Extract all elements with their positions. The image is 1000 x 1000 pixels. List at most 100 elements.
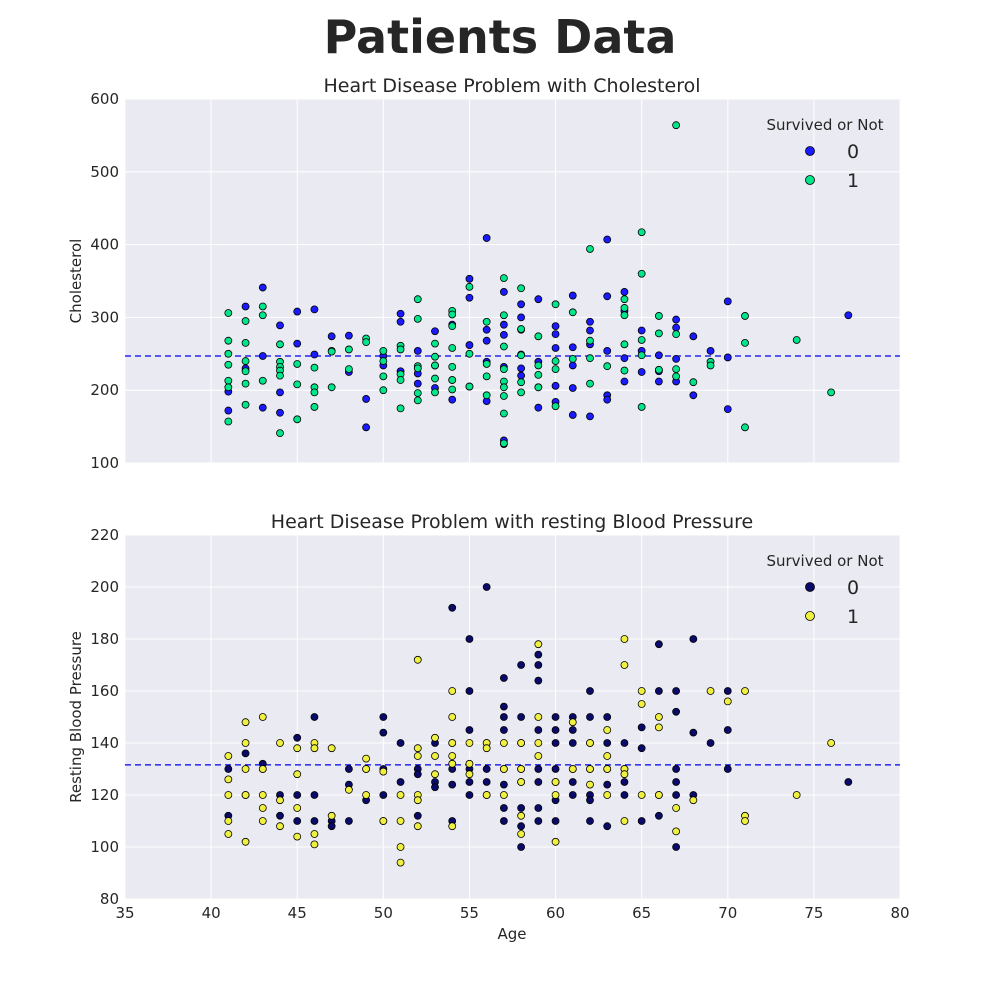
data-point [568,765,577,773]
data-point [431,733,439,742]
data-point [672,372,681,381]
data-point [499,311,508,320]
data-point [672,778,681,786]
data-point [689,635,698,643]
data-point [603,346,612,355]
data-point [448,603,457,612]
data-point [654,811,663,820]
data-point [448,780,457,789]
data-point [637,700,646,708]
chart-title: Heart Disease Problem with resting Blood… [271,511,753,533]
x-tick-label: 50 [374,904,393,922]
data-point [448,759,457,768]
data-point [637,228,646,237]
data-point [534,713,543,721]
grid-lines [124,534,901,900]
data-point [482,336,491,345]
data-point [517,300,526,309]
data-point [586,379,594,388]
data-point [310,363,319,372]
data-point [224,775,233,784]
data-point [534,778,543,786]
data-point [362,765,371,773]
data-point [654,312,663,320]
data-point [344,365,353,373]
data-point [551,791,560,799]
data-point [620,304,629,312]
data-point [586,354,594,363]
legend-title: Survived or Not [766,116,883,134]
data-point [672,330,681,339]
data-point [448,322,457,331]
y-tick-label: 160 [90,682,119,700]
data-point [379,713,388,721]
data-point [534,650,543,659]
data-point [672,765,681,773]
data-point [224,383,233,392]
data-point [499,702,508,711]
y-tick-label: 100 [90,838,119,856]
data-point [224,830,233,838]
data-point [413,396,422,405]
data-point [792,791,801,799]
data-point [672,687,681,695]
data-point [465,687,474,695]
data-point [431,361,439,370]
data-point [448,376,457,384]
legend-marker [805,611,815,621]
data-point [448,739,457,747]
data-point [344,817,353,825]
data-point [241,317,250,325]
data-point [293,744,302,753]
data-point [568,411,577,419]
data-point [499,365,508,373]
data-point [672,827,681,836]
data-point [706,346,715,355]
data-point [499,274,508,282]
x-tick-label: 65 [632,904,651,922]
data-point [603,752,612,760]
data-point [379,357,388,365]
data-point [517,778,526,786]
y-tick-label: 220 [90,526,119,544]
data-point [637,403,646,411]
data-point [448,395,457,404]
data-point [551,330,560,339]
data-point [499,409,508,418]
data-point [706,361,715,370]
y-tick-label: 400 [90,236,119,254]
data-point [499,342,508,351]
data-point [517,843,526,851]
data-point [741,312,749,320]
figure-title: Patients Data [323,10,677,64]
data-point [448,385,457,394]
data-point [534,383,543,392]
data-point [499,765,508,773]
data-point [327,347,336,356]
data-point [568,343,577,352]
data-point [310,388,319,397]
data-point [344,331,353,340]
data-point [482,391,491,400]
data-point [499,791,508,799]
data-point [396,791,405,799]
data-point [517,284,526,293]
data-point [637,368,646,376]
data-point [310,403,319,411]
data-point [310,713,319,721]
legend-marker [805,175,815,185]
data-point [465,341,474,349]
data-point [396,404,405,413]
data-point [723,687,732,695]
data-point [517,388,526,397]
grid-lines [124,98,901,464]
data-point [482,583,491,591]
y-tick-label: 100 [90,454,119,472]
tick-labels: 100 200 300 400 500 600 [90,90,119,472]
data-point [603,395,612,404]
data-point [448,344,457,352]
data-point [637,351,646,360]
data-point [499,439,508,448]
y-tick-label: 300 [90,308,119,326]
data-point [499,288,508,296]
